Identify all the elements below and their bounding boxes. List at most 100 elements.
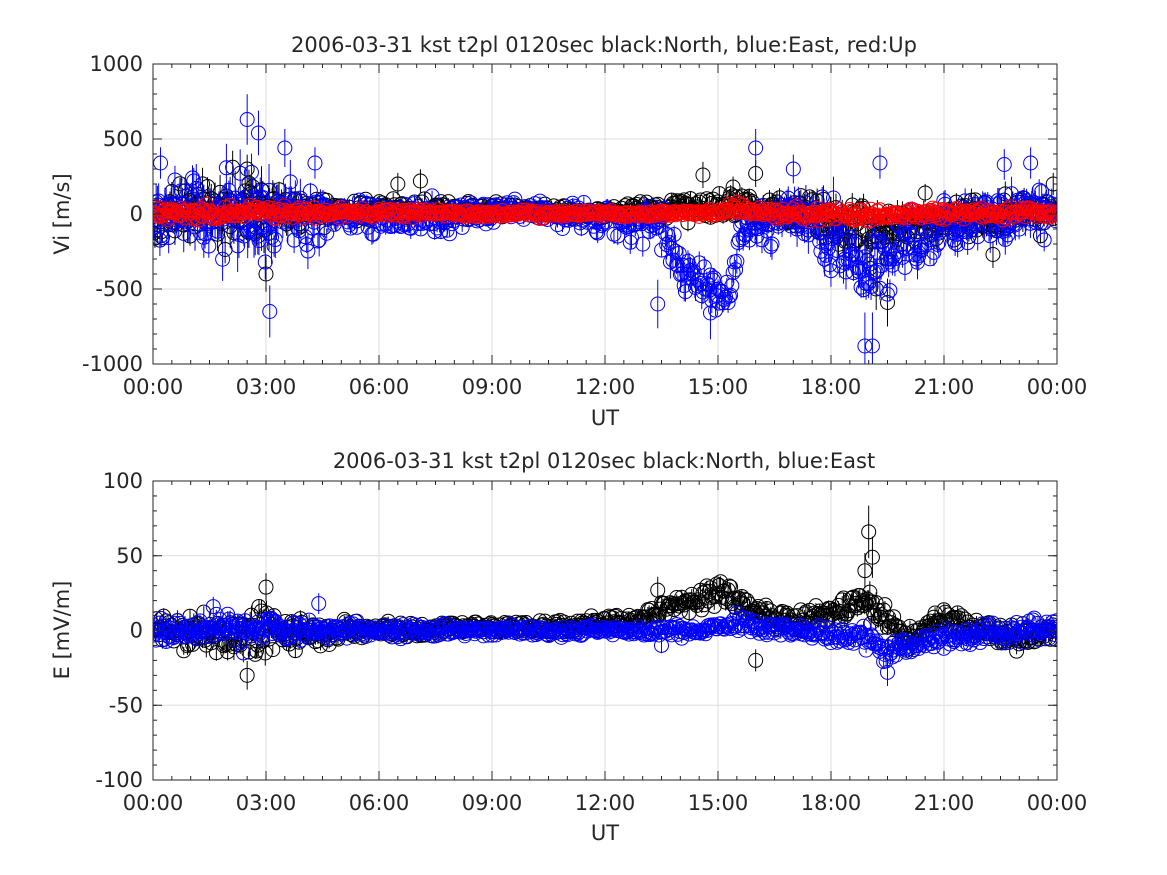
velocity-y-tick-labels: 1000 500 0 -500 -1000 (82, 52, 143, 376)
velocity-data-point (750, 221, 766, 237)
velocity-data-point (729, 253, 745, 269)
velocity-data-point (161, 230, 177, 246)
velocity-data-point (763, 239, 779, 255)
velocity-data-point (176, 225, 192, 241)
velocity-data-point (749, 228, 765, 244)
velocity-data-point (243, 164, 259, 180)
velocity-y-tick-label: 500 (103, 127, 143, 151)
velocity-data-point (957, 193, 973, 209)
velocity-series-layer (153, 94, 1057, 364)
velocity-data-point (718, 201, 734, 217)
velocity-data-point (887, 251, 903, 267)
velocity-data-point (239, 112, 255, 127)
efield-panel: 2006-03-31 kst t2pl 0120sec black:North,… (50, 449, 1087, 845)
velocity-data-point (675, 257, 691, 273)
velocity-x-tick-label: 21:00 (914, 375, 975, 399)
velocity-data-point (864, 338, 880, 354)
velocity-data-point (720, 295, 736, 311)
velocity-data-point (996, 157, 1012, 172)
velocity-data-point (677, 284, 693, 300)
velocity-data-point (427, 224, 443, 240)
velocity-data-point (394, 218, 410, 234)
velocity-data-point (660, 227, 676, 243)
efield-data-point (257, 645, 273, 661)
velocity-data-point (725, 179, 741, 195)
velocity-y-tick-label: 0 (130, 202, 143, 226)
velocity-data-point (950, 237, 966, 253)
velocity-x-tick-label: 09:00 (462, 375, 523, 399)
velocity-data-point (302, 183, 318, 199)
velocity-data-point (250, 125, 266, 141)
velocity-data-point (729, 194, 745, 210)
velocity-panel: 2006-03-31 kst t2pl 0120sec black:North,… (50, 33, 1087, 430)
velocity-data-point (671, 245, 687, 261)
velocity-data-point (305, 220, 321, 236)
velocity-data-point (725, 265, 741, 281)
velocity-data-point (847, 236, 863, 252)
velocity-data-point (221, 182, 237, 198)
velocity-data-point (827, 226, 843, 242)
velocity-data-point (863, 278, 879, 294)
velocity-series-up (153, 194, 1057, 229)
velocity-data-point (856, 282, 872, 298)
velocity-data-markers (153, 94, 1057, 364)
velocity-data-point (215, 251, 231, 267)
velocity-data-point (197, 226, 213, 242)
velocity-data-point (251, 233, 267, 249)
velocity-data-point (773, 209, 789, 225)
velocity-data-point (266, 238, 282, 254)
efield-chart-title: 2006-03-31 kst t2pl 0120sec black:North,… (333, 449, 875, 473)
velocity-data-point (1004, 186, 1020, 202)
velocity-data-point (319, 225, 335, 241)
velocity-data-point (724, 278, 740, 294)
velocity-data-point (343, 220, 359, 236)
velocity-y-tick-label: -500 (95, 277, 143, 301)
velocity-data-point (153, 207, 168, 223)
velocity-data-point (534, 210, 550, 226)
velocity-data-point (218, 160, 234, 176)
velocity-x-tick-label: 03:00 (236, 375, 297, 399)
velocity-data-point (968, 204, 984, 220)
velocity-data-point (721, 288, 737, 304)
velocity-data-point (997, 231, 1013, 247)
velocity-data-point (1036, 232, 1052, 248)
velocity-data-point (674, 266, 690, 282)
velocity-data-point (521, 207, 537, 223)
velocity-data-point (307, 155, 323, 171)
velocity-data-point (921, 235, 937, 251)
velocity-data-point (306, 200, 322, 216)
velocity-x-axis-label: UT (591, 406, 619, 430)
velocity-data-point (300, 243, 316, 259)
velocity-data-point (696, 259, 712, 275)
velocity-data-point (186, 173, 202, 189)
velocity-data-point (886, 248, 902, 264)
velocity-data-point (153, 228, 169, 244)
velocity-data-point (869, 262, 885, 278)
velocity-data-point (857, 249, 873, 265)
velocity-data-point (809, 223, 825, 239)
velocity-data-point (879, 286, 895, 302)
velocity-data-point (930, 236, 946, 252)
velocity-data-point (282, 174, 298, 190)
velocity-data-point (851, 210, 867, 226)
velocity-data-point (310, 233, 326, 249)
velocity-data-point (985, 247, 1001, 262)
velocity-data-point (888, 244, 904, 260)
velocity-data-point (834, 226, 850, 242)
velocity-data-point (741, 232, 757, 248)
velocity-data-point (948, 226, 964, 242)
velocity-data-point (691, 255, 707, 271)
velocity-x-tick-label: 00:00 (1027, 375, 1088, 399)
velocity-data-point (853, 279, 869, 295)
velocity-data-point (246, 224, 262, 240)
velocity-data-point (723, 287, 739, 303)
velocity-data-point (1047, 204, 1057, 220)
velocity-data-point (412, 173, 428, 189)
velocity-data-point (901, 224, 917, 240)
velocity-data-point (704, 292, 720, 308)
efield-data-point (265, 642, 281, 658)
velocity-x-tick-labels: 00:00 03:00 06:00 09:00 12:00 15:00 18:00 21:00… (123, 375, 1088, 399)
velocity-data-point (261, 182, 277, 198)
velocity-data-point (896, 225, 912, 241)
